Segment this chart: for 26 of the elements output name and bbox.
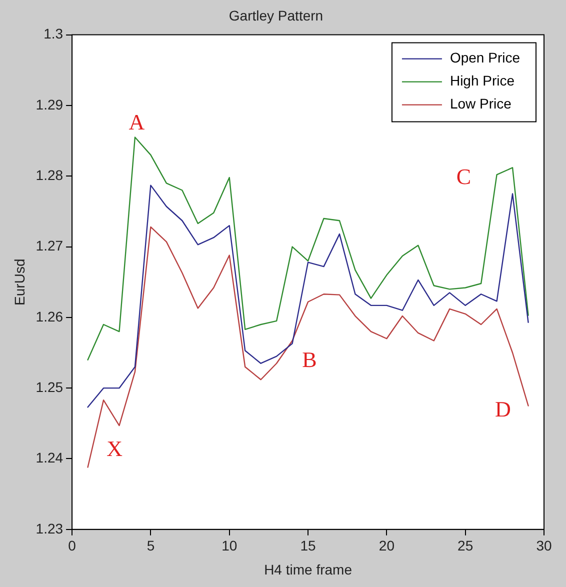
x-tick-label: 15	[300, 538, 316, 554]
annotation: A	[128, 110, 145, 135]
x-tick-label: 20	[378, 538, 395, 554]
y-tick-label: 1.3	[44, 26, 64, 42]
y-tick-label: 1.29	[36, 96, 64, 112]
legend-label: High Price	[450, 72, 515, 89]
annotation: X	[106, 436, 123, 462]
y-tick-label: 1.25	[36, 378, 64, 395]
y-tick-label: 1.26	[36, 308, 64, 324]
x-tick-label: 5	[146, 538, 155, 554]
chart-title: Gartley Pattern	[228, 7, 324, 24]
y-tick-label: 1.27	[36, 238, 64, 254]
x-tick-label: 10	[222, 538, 238, 554]
y-tick-label: 1.23	[36, 520, 64, 536]
annotation: B	[302, 347, 317, 372]
y-tick-label: 1.24	[36, 450, 64, 466]
x-axis-title: H4 time frame	[264, 561, 352, 578]
annotation: C	[456, 164, 472, 190]
legend-label: Open Price	[450, 50, 520, 66]
annotation: D	[494, 396, 511, 422]
x-tick-label: 0	[68, 538, 76, 554]
y-tick-label: 1.28	[36, 166, 64, 183]
x-tick-label: 25	[458, 538, 474, 554]
y-axis-title: EurUsd	[11, 258, 28, 306]
x-tick-label: 30	[536, 538, 552, 554]
legend-label: Low Price	[450, 96, 512, 112]
